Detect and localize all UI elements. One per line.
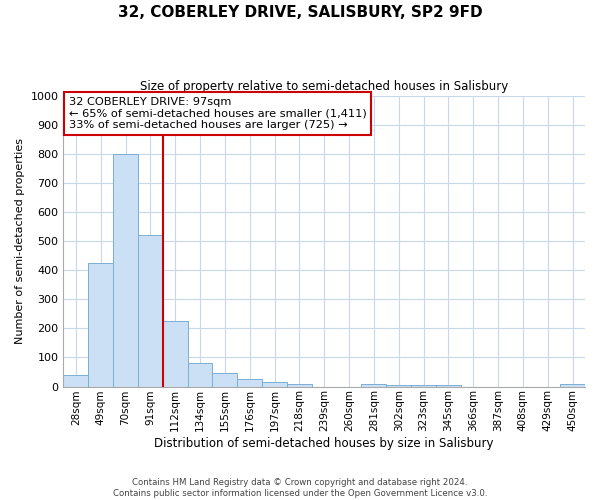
Bar	[113, 154, 138, 386]
Bar	[88, 263, 113, 386]
Text: 32 COBERLEY DRIVE: 97sqm
← 65% of semi-detached houses are smaller (1,411)
33% o: 32 COBERLEY DRIVE: 97sqm ← 65% of semi-d…	[68, 97, 367, 130]
Bar	[386, 385, 411, 386]
Bar	[436, 385, 461, 386]
X-axis label: Distribution of semi-detached houses by size in Salisbury: Distribution of semi-detached houses by …	[154, 437, 494, 450]
Bar	[212, 373, 237, 386]
Bar	[64, 375, 88, 386]
Y-axis label: Number of semi-detached properties: Number of semi-detached properties	[15, 138, 25, 344]
Text: 32, COBERLEY DRIVE, SALISBURY, SP2 9FD: 32, COBERLEY DRIVE, SALISBURY, SP2 9FD	[118, 5, 482, 20]
Bar	[262, 382, 287, 386]
Bar	[361, 384, 386, 386]
Bar	[287, 384, 312, 386]
Bar	[188, 362, 212, 386]
Title: Size of property relative to semi-detached houses in Salisbury: Size of property relative to semi-detach…	[140, 80, 508, 93]
Text: Contains HM Land Registry data © Crown copyright and database right 2024.
Contai: Contains HM Land Registry data © Crown c…	[113, 478, 487, 498]
Bar	[411, 385, 436, 386]
Bar	[163, 321, 188, 386]
Bar	[560, 384, 585, 386]
Bar	[138, 235, 163, 386]
Bar	[237, 380, 262, 386]
